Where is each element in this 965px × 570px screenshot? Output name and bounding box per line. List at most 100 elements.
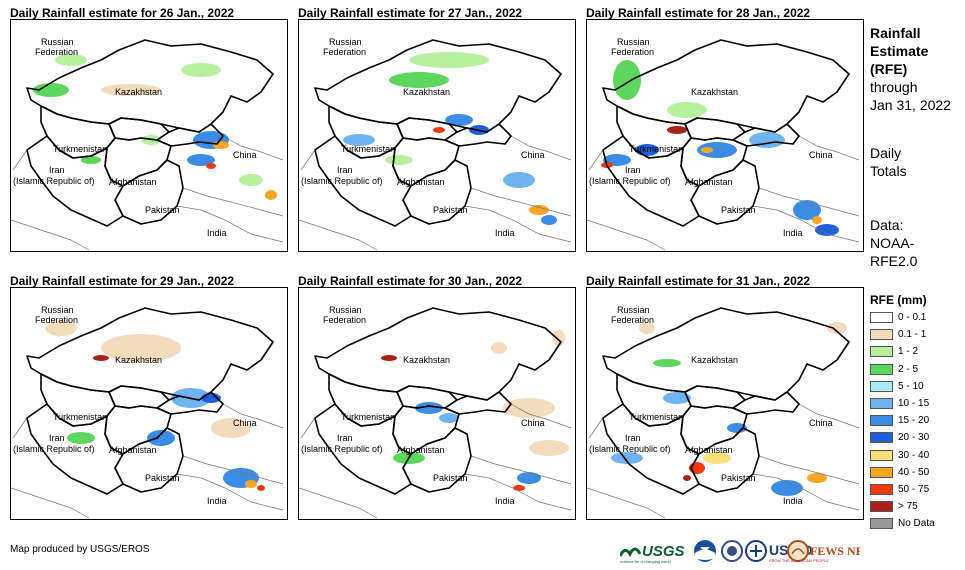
country-border-minor — [752, 205, 860, 243]
country-border-minor — [299, 219, 378, 251]
map-label-india: India — [495, 228, 515, 238]
country-border — [314, 135, 412, 227]
rainfall-area — [815, 224, 839, 236]
rainfall-area — [187, 154, 215, 166]
rainfall-area — [683, 475, 691, 481]
country-border-minor — [11, 487, 90, 519]
credit-text: Map produced by USGS/EROS — [10, 544, 150, 555]
country-border-minor — [222, 135, 284, 161]
map-label-india: India — [783, 496, 803, 506]
country-border-minor — [587, 219, 666, 251]
map-label-iran-line1: Iran — [49, 433, 65, 443]
noaa-logo — [694, 540, 716, 562]
rainfall-area — [381, 355, 397, 361]
rainfall-area — [245, 480, 257, 488]
legend-swatch — [870, 449, 893, 461]
map-label-russia-line1: Russian — [41, 305, 74, 315]
map-label-turkmenistan: Turkmenistan — [629, 412, 684, 422]
rainfall-area — [503, 172, 535, 188]
map-panel: Daily Rainfall estimate for 29 Jan., 202… — [10, 274, 288, 520]
map-label-russia-line1: Russian — [617, 37, 650, 47]
country-border-minor — [470, 187, 572, 217]
side-data-source: Data: NOAA- RFE2.0 — [870, 216, 917, 270]
panel-title: Daily Rainfall estimate for 31 Jan., 202… — [586, 274, 811, 288]
side-data-line1: Data: — [870, 217, 904, 233]
map-panel: Daily Rainfall estimate for 28 Jan., 202… — [586, 6, 864, 252]
rainfall-area — [265, 190, 277, 200]
country-border-minor — [588, 149, 604, 171]
rainfall-area — [55, 54, 87, 66]
map-label-china: China — [521, 150, 545, 160]
legend-label: 0 - 0.1 — [898, 312, 927, 323]
rainfall-area — [67, 432, 95, 444]
rainfall-area — [503, 398, 555, 418]
country-border — [314, 403, 412, 495]
legend-swatch — [870, 415, 893, 427]
fewsnet-logo-text: FEWS NET — [810, 544, 860, 558]
map-label-pakistan: Pakistan — [145, 473, 180, 483]
rainfall-area — [343, 134, 375, 146]
map-label-afghanistan: Afghanistan — [109, 177, 157, 187]
panel-title: Daily Rainfall estimate for 27 Jan., 202… — [298, 6, 523, 20]
legend-label: 40 - 50 — [898, 466, 930, 478]
panel-title: Daily Rainfall estimate for 26 Jan., 202… — [10, 6, 235, 20]
map-label-afghanistan: Afghanistan — [109, 445, 157, 455]
country-border-minor — [752, 473, 860, 511]
rainfall-map: Russian Federation Kazakhstan Turkmenistan I… — [10, 19, 288, 252]
country-border-minor — [11, 219, 90, 251]
map-label-afghanistan: Afghanistan — [685, 445, 733, 455]
map-label-india: India — [783, 228, 803, 238]
legend-swatch — [870, 312, 893, 323]
side-title-line2: Estimate — [870, 43, 929, 59]
side-totals: Daily Totals — [870, 144, 907, 180]
map-label-iran-line1: Iran — [337, 433, 353, 443]
map-label-pakistan: Pakistan — [721, 473, 756, 483]
country-border — [732, 123, 800, 147]
rainfall-area — [491, 342, 507, 354]
map-label-kazakhstan: Kazakhstan — [115, 87, 163, 97]
usgs-logo-text: USGS — [642, 543, 685, 560]
legend-swatch — [870, 398, 893, 409]
panel-title: Daily Rainfall estimate for 30 Jan., 202… — [298, 274, 523, 288]
map-label-russia-line2: Federation — [611, 47, 655, 57]
map-label-iran-line1: Iran — [337, 165, 353, 175]
country-border — [602, 403, 700, 495]
legend-swatch — [870, 466, 893, 478]
map-panel: Daily Rainfall estimate for 31 Jan., 202… — [586, 274, 864, 520]
country-border-minor — [798, 403, 860, 429]
country-border-minor — [182, 455, 284, 485]
fewsnet-logo: FEWS NET — [787, 540, 872, 562]
map-label-china: China — [233, 418, 257, 428]
map-label-iran-line1: Iran — [625, 165, 641, 175]
map-label-kazakhstan: Kazakhstan — [403, 87, 451, 97]
country-border-minor — [510, 135, 572, 161]
country-border-minor — [176, 205, 284, 243]
map-label-pakistan: Pakistan — [433, 473, 468, 483]
map-label-iran-line2: (Islamic Republic of) — [589, 444, 671, 454]
map-label-china: China — [809, 150, 833, 160]
country-border — [108, 117, 170, 141]
rainfall-area — [727, 423, 747, 433]
legend-swatch — [870, 501, 893, 513]
map-label-turkmenistan: Turkmenistan — [53, 412, 108, 422]
legend-item: 20 - 30 — [870, 431, 965, 445]
map-label-china: China — [233, 150, 257, 160]
side-title: Rainfall Estimate (RFE) through Jan 31, … — [870, 24, 951, 114]
map-label-russia-line1: Russian — [41, 37, 74, 47]
map-label-iran-line2: (Islamic Republic of) — [589, 176, 671, 186]
legend-label: 20 - 30 — [898, 432, 930, 444]
map-label-india: India — [495, 496, 515, 506]
rainfall-area — [663, 392, 691, 404]
legend-item: No Data — [870, 517, 965, 531]
rainfall-area — [513, 485, 525, 491]
map-label-russia-line1: Russian — [617, 305, 650, 315]
rainfall-area — [239, 174, 263, 186]
rainfall-area — [697, 142, 737, 158]
map-panel: Daily Rainfall estimate for 27 Jan., 202… — [298, 6, 576, 252]
legend-label: 10 - 15 — [898, 398, 930, 409]
legend-swatch — [870, 329, 893, 341]
panel-title: Daily Rainfall estimate for 29 Jan., 202… — [10, 274, 235, 288]
side-title-line1: Rainfall — [870, 25, 921, 41]
map-label-russia-line2: Federation — [35, 315, 79, 325]
rainfall-area — [517, 472, 541, 484]
